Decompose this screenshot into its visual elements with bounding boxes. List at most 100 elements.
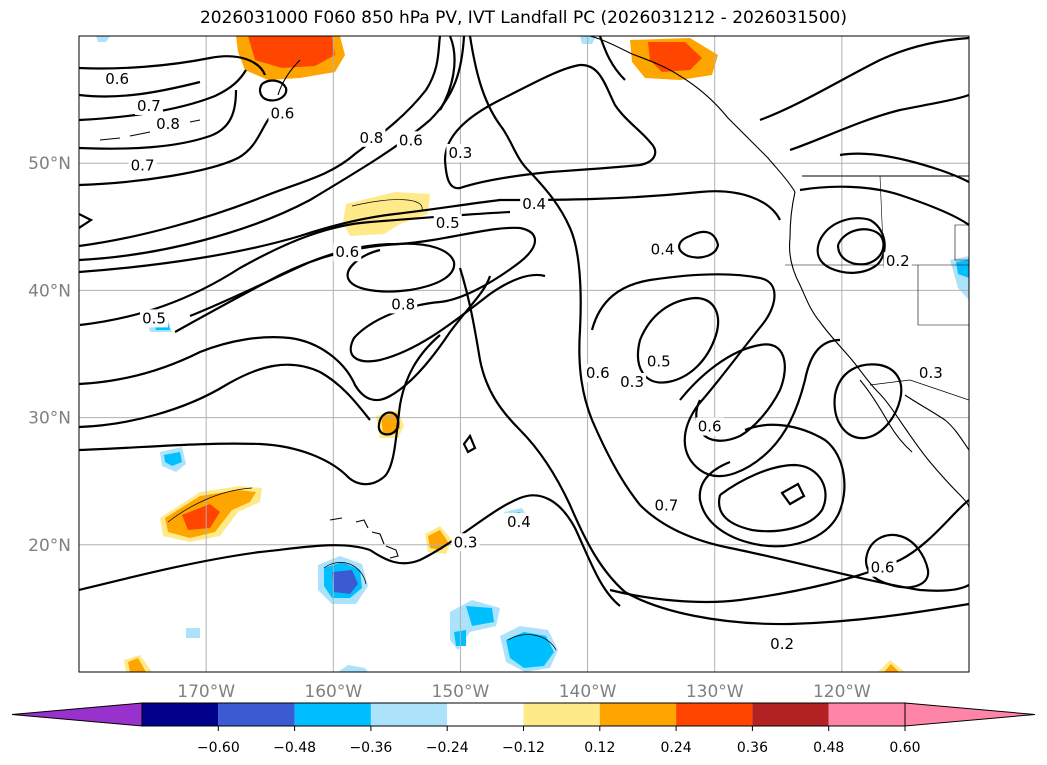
contour-line <box>678 230 720 259</box>
contour-line <box>79 36 466 262</box>
colorbar-extend-max <box>904 702 1036 727</box>
colorbar-extend-min <box>11 702 143 727</box>
colorbar-segment <box>523 703 600 726</box>
contour-label-bg <box>451 533 480 552</box>
contour-line <box>439 36 456 111</box>
colorbar-segment <box>370 703 448 726</box>
contour-line <box>458 267 969 626</box>
colorbar-segment <box>142 703 219 726</box>
lat-tick-label: 20°N <box>28 536 71 556</box>
pv-contour-fine-4 <box>351 199 423 211</box>
contour-label-bg <box>916 364 945 383</box>
coastline-west-coast <box>788 191 969 509</box>
lat-tick-label: 40°N <box>28 281 71 301</box>
contour-label: 0.6 <box>399 131 423 149</box>
contour-line <box>79 89 238 150</box>
contour-line <box>79 363 371 429</box>
contour-line <box>636 296 720 384</box>
contour-line <box>79 494 621 607</box>
colorbar-segment <box>828 703 905 726</box>
contour-label: 0.7 <box>131 157 155 175</box>
fill-orange-bottom-left <box>128 658 146 672</box>
lon-tick-label: 160°W <box>304 682 362 702</box>
contour-line <box>759 36 969 122</box>
lat-tick-label: 50°N <box>28 154 71 174</box>
contour-label-bg <box>883 252 912 271</box>
contour-label: 0.6 <box>270 105 294 123</box>
border-state-4 <box>954 224 969 261</box>
contour-line <box>79 80 201 98</box>
map-frame <box>78 35 970 673</box>
contour-line <box>79 190 781 274</box>
fill-royal-hawaii <box>332 570 358 594</box>
colorbar-tick-labels: −0.60 −0.48 −0.36 −0.24 −0.12 0.12 0.24 0.36 0.4… <box>197 740 921 756</box>
fill-red-alaska <box>648 42 702 72</box>
contour-line <box>864 533 930 589</box>
contour-label-bg <box>618 372 647 391</box>
contour-label-bg <box>520 194 549 213</box>
fill-blue-e <box>956 260 969 278</box>
colorbar-tick-label: 0.12 <box>584 740 615 756</box>
contour-line <box>717 463 827 533</box>
border-state-2 <box>879 175 885 269</box>
coastline-baja <box>859 379 913 453</box>
contour-label-bg <box>695 417 724 436</box>
contour-label: 0.8 <box>359 129 383 147</box>
contour-line <box>833 363 903 440</box>
contour-label-bg <box>140 309 169 328</box>
contour-label-bg <box>268 104 297 123</box>
colorbar-tick-label: −0.36 <box>349 740 392 756</box>
colorbar-tick-label: −0.60 <box>197 740 240 756</box>
contour-line <box>590 273 841 478</box>
pv-contour-fine-1 <box>167 487 253 523</box>
colorbar-segment <box>294 703 371 726</box>
fill-lightblue-d <box>186 628 200 638</box>
contour-label: 0.4 <box>651 241 675 259</box>
contour-line <box>79 213 94 229</box>
contour-label: 0.8 <box>391 295 415 313</box>
contour-label-bg <box>583 364 612 383</box>
contour-line <box>839 152 969 183</box>
contour-label-bg <box>103 70 132 89</box>
contour-label-bg <box>396 131 425 150</box>
fill-orange-bottom-right <box>884 664 899 672</box>
contour-label-bg <box>333 243 362 262</box>
fill-blue-se <box>506 632 554 668</box>
contour-label: 0.3 <box>620 373 644 391</box>
contour-label: 0.4 <box>507 513 531 531</box>
coastline-mexico <box>904 394 969 451</box>
lon-tick-label: 150°W <box>432 682 490 702</box>
fill-blue-a <box>164 452 182 466</box>
contour-label: 0.7 <box>137 97 161 115</box>
contour-line <box>609 499 969 604</box>
contour-label: 0.6 <box>698 418 722 436</box>
lon-tick-label: 170°W <box>177 682 235 702</box>
contour-label-bg <box>648 240 677 259</box>
contour-label-bg <box>504 512 533 531</box>
colorbar-segment <box>599 703 677 726</box>
longitude-labels: 170°W 160°W 150°W 140°W 130°W 120°W <box>177 682 871 702</box>
colorbar-segment <box>752 703 829 726</box>
lon-tick-label: 140°W <box>559 682 617 702</box>
contour-label: 0.8 <box>156 115 180 133</box>
contour-line <box>816 217 886 274</box>
contour-label: 0.6 <box>335 243 359 261</box>
contour-line <box>836 228 885 266</box>
colorbar-tick-label: −0.24 <box>426 740 469 756</box>
contour-label-bg <box>134 96 163 115</box>
contour-line <box>189 242 456 318</box>
colorbar-tick-label: 0.48 <box>813 740 844 756</box>
lon-tick-label: 130°W <box>686 682 744 702</box>
ivt-contour-lines <box>79 36 969 626</box>
contour-label-bg <box>652 496 681 515</box>
contour-label-bg <box>644 352 673 371</box>
contour-line <box>462 433 477 454</box>
hawaii-islands <box>329 517 399 559</box>
coastline-alaska-pen <box>277 59 301 96</box>
contour-label: 0.5 <box>142 309 166 327</box>
colorbar-tick-label: 0.36 <box>737 740 768 756</box>
chart-title: 2026031000 F060 850 hPa PV, IVT Landfall… <box>199 8 847 28</box>
colorbar-segment <box>447 703 524 726</box>
contour-label: 0.3 <box>919 364 943 382</box>
